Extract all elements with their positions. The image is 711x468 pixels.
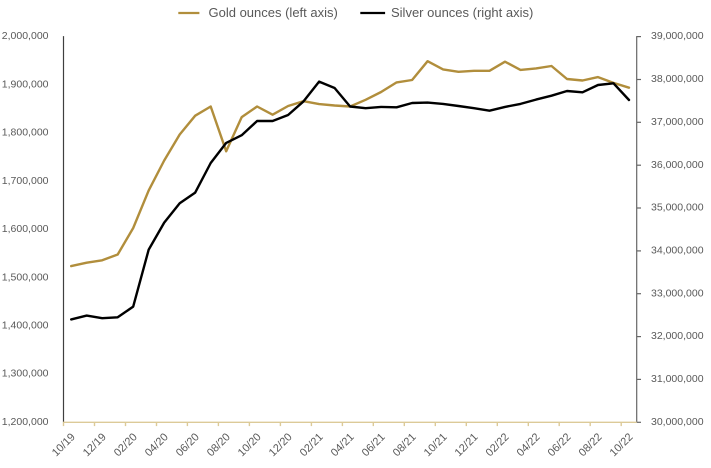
svg-text:1,700,000: 1,700,000 — [2, 175, 49, 187]
svg-text:32,000,000: 32,000,000 — [651, 330, 704, 342]
svg-text:34,000,000: 34,000,000 — [651, 245, 704, 257]
svg-text:2,000,000: 2,000,000 — [2, 30, 49, 42]
svg-text:33,000,000: 33,000,000 — [651, 287, 704, 299]
svg-text:37,000,000: 37,000,000 — [651, 116, 704, 128]
svg-text:1,900,000: 1,900,000 — [2, 78, 49, 90]
svg-text:Gold ounces (left axis): Gold ounces (left axis) — [209, 5, 338, 20]
svg-text:1,200,000: 1,200,000 — [2, 416, 49, 428]
svg-text:1,500,000: 1,500,000 — [2, 271, 49, 283]
svg-text:35,000,000: 35,000,000 — [651, 202, 704, 214]
svg-text:31,000,000: 31,000,000 — [651, 373, 704, 385]
svg-text:38,000,000: 38,000,000 — [651, 73, 704, 85]
svg-text:36,000,000: 36,000,000 — [651, 159, 704, 171]
svg-text:1,300,000: 1,300,000 — [2, 368, 49, 380]
svg-text:1,800,000: 1,800,000 — [2, 127, 49, 139]
svg-text:30,000,000: 30,000,000 — [651, 416, 704, 428]
svg-text:1,400,000: 1,400,000 — [2, 320, 49, 332]
svg-text:39,000,000: 39,000,000 — [651, 30, 704, 42]
svg-text:1,600,000: 1,600,000 — [2, 223, 49, 235]
svg-text:Silver ounces (right axis): Silver ounces (right axis) — [391, 5, 533, 20]
